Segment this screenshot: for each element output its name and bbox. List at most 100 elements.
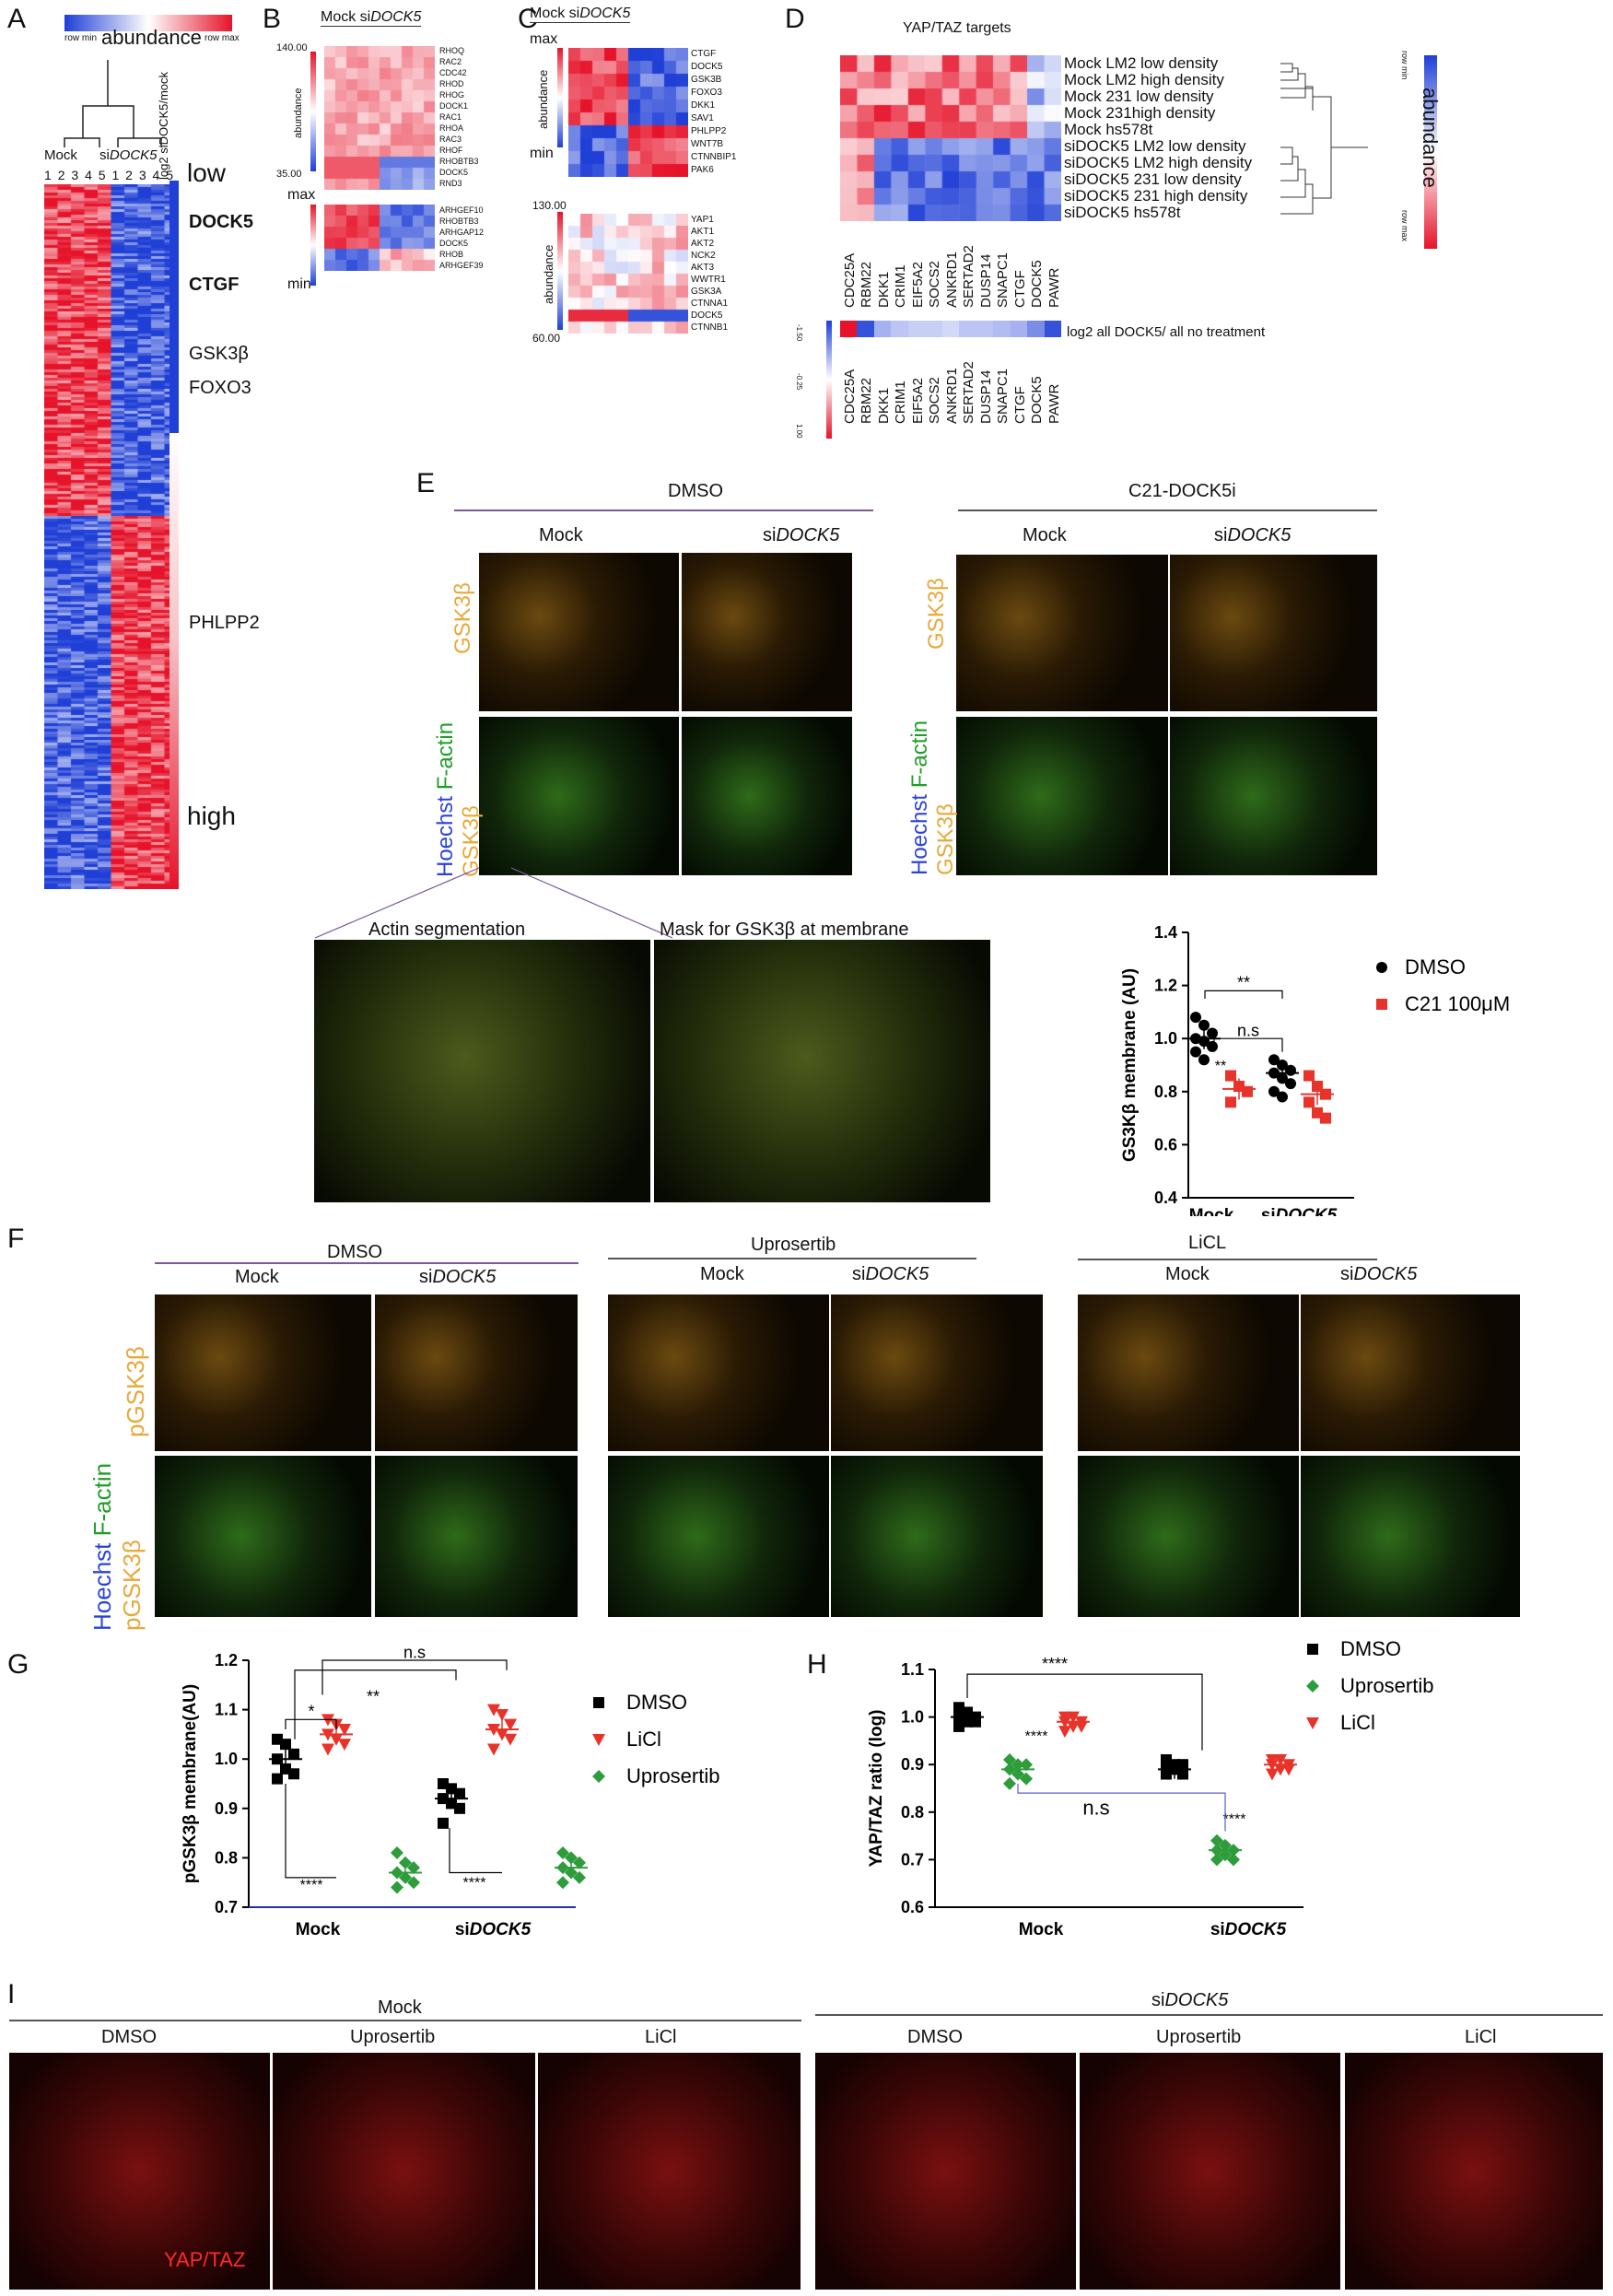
data-point <box>1285 1064 1296 1076</box>
data-point <box>1058 1726 1071 1739</box>
gene-label: siDOCK5 231 high density <box>1064 187 1248 205</box>
y-tick-label: 0.4 <box>1154 1189 1177 1207</box>
panel-label-i: I <box>7 1979 16 2009</box>
data-point <box>504 1718 517 1731</box>
log2-scale-d <box>826 321 832 439</box>
gene-label: PAK6 <box>691 165 714 175</box>
data-point <box>1161 1768 1172 1780</box>
log2-cell <box>941 321 960 337</box>
gene-label: ARHGEF39 <box>439 261 484 270</box>
legend-label: DMSO <box>1340 1637 1401 1660</box>
data-point <box>556 1846 569 1860</box>
heatmap-c-bottom <box>568 214 688 334</box>
column-label: CTGF <box>1011 270 1028 308</box>
legend-marker <box>1307 1644 1318 1655</box>
gene-gsk3b-a: GSK3β <box>189 344 249 364</box>
f-mock-1: Mock <box>235 1267 279 1287</box>
f-upro-title: Uprosertib <box>751 1235 836 1255</box>
column-label: SERTAD2 <box>961 245 977 308</box>
lane-number: 3 <box>138 168 146 182</box>
column-label: DKK1 <box>875 271 892 308</box>
lane-number: 2 <box>57 168 65 182</box>
data-point <box>1227 1853 1240 1867</box>
column-label: CRIM1 <box>893 264 909 308</box>
f-si-2: siDOCK5 <box>852 1264 929 1284</box>
y-tick-label: 1.0 <box>1154 1029 1177 1048</box>
scale-min-b: 35.00 <box>276 169 302 180</box>
micrograph-e-gsk-mask <box>654 940 990 1202</box>
y-tick-label: 0.6 <box>901 1898 924 1916</box>
f-dmso-title: DMSO <box>327 1242 382 1262</box>
micrograph-i-5 <box>1080 2053 1340 2290</box>
sig-bracket <box>294 1669 457 1740</box>
y-tick-label: 0.9 <box>215 1799 238 1818</box>
i-si-line <box>815 2014 1603 2016</box>
i-stain-label: YAP/TAZ <box>164 2248 246 2271</box>
data-point <box>970 1716 981 1728</box>
chart-g: 1.2 1.1 1.0 0.9 0.8 0.7 pGSK3β membrane(AU) Moc… <box>181 1643 719 1939</box>
data-point <box>1207 1027 1218 1039</box>
legend-marker <box>593 1697 604 1708</box>
x-label-si: siDOCK5 <box>1210 1920 1287 1939</box>
f-pgsk-label: pGSK3β <box>122 1346 149 1437</box>
column-label: RBM22 <box>859 377 875 424</box>
data-point <box>487 1743 500 1756</box>
heatmap-c-top <box>568 48 688 177</box>
gene-label: RHOBTB3 <box>439 157 479 166</box>
micrograph-f-5a <box>1078 1294 1299 1451</box>
e-gsk-label-2: GSK3β <box>924 578 949 650</box>
heatmap-b-top <box>324 46 435 190</box>
data-point <box>280 1739 291 1751</box>
data-point <box>407 1861 420 1875</box>
gene-label: SAV1 <box>691 113 714 123</box>
abundance-gradient <box>64 15 232 31</box>
gene-label: CTGF <box>691 49 717 59</box>
data-point <box>1020 1772 1033 1786</box>
micrograph-e-dmso-mock-merge <box>479 717 679 875</box>
data-point <box>1268 1054 1280 1066</box>
f-mock-2: Mock <box>700 1264 744 1284</box>
log2-cell <box>959 321 976 337</box>
column-label: SNAPC1 <box>995 368 1011 424</box>
micrograph-f-2b <box>375 1456 578 1617</box>
x-label-mock: Mock <box>296 1920 341 1939</box>
i-upro-2: Uprosertib <box>1156 2027 1242 2047</box>
y-tick-label: 0.8 <box>901 1803 924 1822</box>
legend-marker <box>1376 999 1387 1010</box>
data-point <box>573 1856 586 1869</box>
panel-c-header: Mock siDOCK5 <box>530 6 631 23</box>
micrograph-e-c21-si-gsk <box>1170 555 1377 711</box>
column-label: CDC25A <box>842 369 858 424</box>
gene-label: RND3 <box>439 179 462 188</box>
scale-min-c: 60.00 <box>532 332 561 345</box>
lane-number: 1 <box>44 168 52 182</box>
data-point <box>1210 1833 1223 1847</box>
scale-bar-b2 <box>310 205 316 286</box>
gene-label: CTNNBIP1 <box>691 152 737 162</box>
cols-d: CDC25A RBM22 DKK1 CRIM1 EIF5A2 SOCS2 ANKRD1 SER… <box>840 227 1062 310</box>
column-label: SOCS2 <box>927 261 943 308</box>
gene-label: RAC2 <box>439 57 462 66</box>
y-tick-label: 1.1 <box>215 1701 238 1719</box>
row-min-label: row min <box>64 33 98 43</box>
column-label: DUSP14 <box>977 253 994 308</box>
legend-label: DMSO <box>1405 955 1466 978</box>
data-point <box>454 1787 465 1799</box>
micrograph-f-6b <box>1301 1456 1520 1617</box>
sig-label: **** <box>1025 1728 1048 1744</box>
gene-label: RAC3 <box>439 135 462 144</box>
max-label-b: max <box>287 187 316 203</box>
y-tick-label: 1.0 <box>215 1750 238 1768</box>
y-tick-label: 0.8 <box>215 1848 238 1867</box>
f-mock-3: Mock <box>1165 1264 1210 1284</box>
gene-label: Mock 231 low density <box>1064 88 1214 105</box>
genes-c-top: CTGF DOCK5 GSK3B FOXO3 DKK1 SAV1 PHLPP2 WNT7B CT… <box>691 48 736 177</box>
sig-bracket <box>321 1659 508 1695</box>
micrograph-f-3b <box>608 1456 829 1617</box>
data-point <box>1285 1078 1296 1090</box>
log2-bar-d <box>840 321 1062 337</box>
gene-label: DKK1 <box>691 100 716 111</box>
lane-number: 4 <box>152 168 160 182</box>
column-label: CTGF <box>1011 386 1028 424</box>
